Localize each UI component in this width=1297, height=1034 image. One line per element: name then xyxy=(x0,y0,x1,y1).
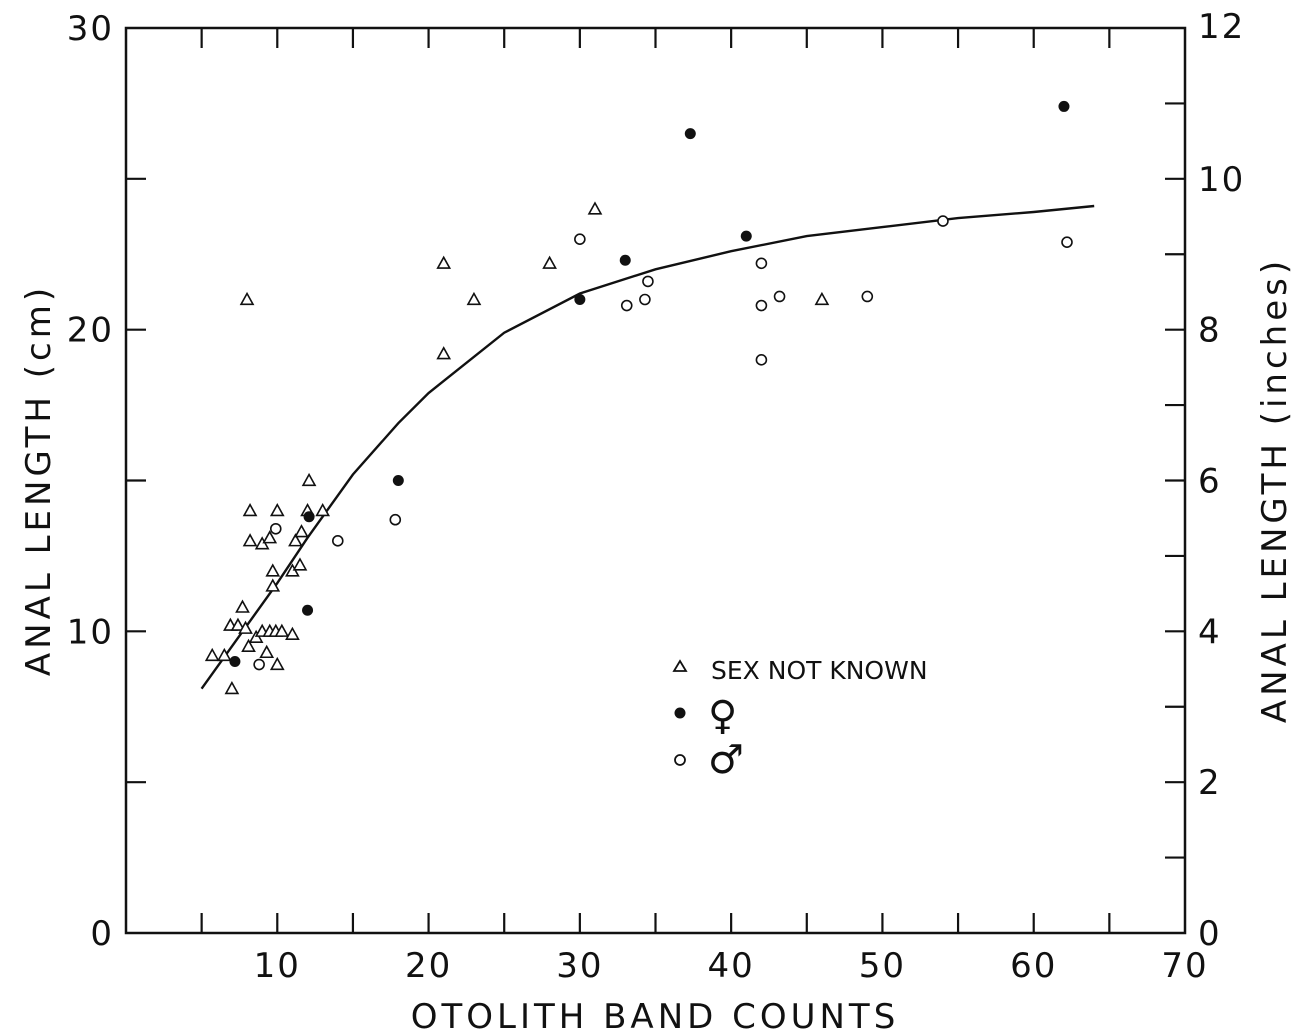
open-circle-point xyxy=(642,275,654,288)
open-circle-point xyxy=(331,535,344,547)
triangle-point xyxy=(542,255,557,269)
open-circle-point xyxy=(1061,236,1073,248)
triangle-point xyxy=(262,530,278,544)
data-points xyxy=(204,100,1073,695)
open-circle-point xyxy=(620,299,633,312)
x-tick-label: 30 xyxy=(556,946,603,986)
triangle-point xyxy=(216,647,232,662)
legend-marker-open-circle xyxy=(674,754,686,766)
filled-circle-point xyxy=(740,230,752,242)
open-circle-point xyxy=(937,215,949,227)
y2-tick-label: 4 xyxy=(1198,612,1222,652)
triangle-point xyxy=(242,533,258,547)
triangle-point xyxy=(269,656,285,671)
open-circle-point xyxy=(269,522,282,535)
triangle-point xyxy=(224,681,240,695)
y2-tick-label: 2 xyxy=(1198,763,1222,803)
filled-circle-point xyxy=(619,254,631,266)
y2-tick-label: 6 xyxy=(1198,462,1222,502)
open-circle-point xyxy=(574,233,586,245)
filled-circle-point xyxy=(302,604,314,616)
triangle-point xyxy=(230,617,246,631)
x-tick-label: 60 xyxy=(1010,946,1057,986)
triangle-point xyxy=(814,291,830,306)
triangle-point xyxy=(587,201,603,215)
y-tick-label: 20 xyxy=(67,311,114,351)
y2-tick-label: 12 xyxy=(1198,7,1245,47)
filled-circle-point xyxy=(574,294,586,305)
filled-circle-point xyxy=(1058,100,1070,112)
filled-circle-point xyxy=(303,511,315,523)
triangle-point xyxy=(241,638,256,653)
triangle-point xyxy=(315,503,331,517)
legend-label-sex-not-known: SEX NOT KNOWN xyxy=(711,656,928,685)
open-circle-point xyxy=(253,658,265,671)
y-tick-label: 0 xyxy=(90,914,114,954)
open-circle-point xyxy=(755,299,768,312)
triangle-point xyxy=(265,578,281,592)
y-axis-title: ANAL LENGTH (cm) xyxy=(19,284,59,676)
triangle-point xyxy=(466,291,482,306)
open-circle-point xyxy=(755,257,768,270)
triangle-point xyxy=(274,623,290,637)
triangle-point xyxy=(436,255,452,269)
legend-label-male: ♂ xyxy=(708,737,744,783)
triangle-point xyxy=(288,533,303,547)
open-circle-point xyxy=(639,293,651,306)
legend-marker-triangle xyxy=(672,659,688,672)
open-circle-point xyxy=(861,290,874,303)
y2-tick-label: 10 xyxy=(1198,160,1245,200)
y2-axis-title: ANAL LENGTH (inches) xyxy=(1255,257,1295,723)
legend: SEX NOT KNOWN ♀ ♂ xyxy=(672,656,928,783)
triangle-point xyxy=(239,291,255,306)
filled-circle-point xyxy=(684,128,696,140)
triangle-point xyxy=(269,503,285,517)
triangle-point xyxy=(242,503,258,517)
legend-marker-filled-circle xyxy=(674,707,686,719)
legend-label-female: ♀ xyxy=(708,693,737,739)
triangle-point xyxy=(204,647,220,662)
open-circle-point xyxy=(755,354,768,366)
x-axis-title: OTOLITH BAND COUNTS xyxy=(411,997,900,1034)
triangle-point xyxy=(292,557,308,571)
triangle-point xyxy=(265,563,281,577)
triangle-point xyxy=(235,599,250,613)
x-tick-label: 70 xyxy=(1161,946,1208,986)
y-tick-label: 10 xyxy=(67,612,114,652)
triangle-point xyxy=(436,346,452,360)
filled-circle-point xyxy=(392,475,404,486)
triangle-point xyxy=(238,620,253,634)
y2-tick-label: 8 xyxy=(1198,311,1222,351)
triangle-point xyxy=(259,644,275,659)
y-tick-label: 30 xyxy=(67,9,114,49)
fitted-curve xyxy=(200,204,1095,690)
filled-circle-point xyxy=(229,656,241,667)
open-circle-point xyxy=(773,290,786,303)
triangle-point xyxy=(285,626,300,640)
open-circle-point xyxy=(389,513,402,526)
y2-tick-label: 0 xyxy=(1198,914,1222,954)
x-tick-label: 40 xyxy=(708,946,755,986)
x-tick-label: 50 xyxy=(859,946,906,986)
triangle-point xyxy=(301,472,317,487)
plot-frame xyxy=(124,26,1187,935)
triangle-point xyxy=(294,524,309,538)
x-tick-label: 20 xyxy=(405,946,452,986)
x-tick-label: 10 xyxy=(254,946,301,986)
axis-ticks xyxy=(126,28,1185,933)
